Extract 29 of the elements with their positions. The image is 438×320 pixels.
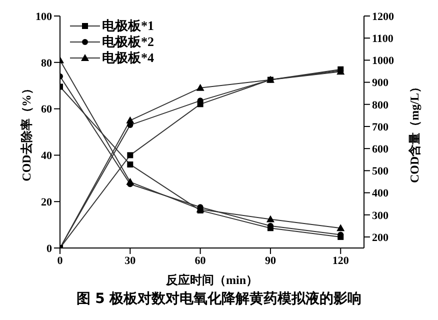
y2-tick-label: 500 [372, 166, 389, 178]
legend-label: 电极板*4 [102, 49, 154, 67]
y-tick-label: 20 [41, 196, 52, 209]
y2-tick-label: 900 [372, 77, 389, 90]
y2-axis-title: COD含量（mg/L） [407, 81, 422, 183]
y2-tick-label: 400 [372, 188, 389, 200]
x-tick-label: 90 [264, 254, 276, 267]
y-tick-label: 60 [41, 104, 52, 116]
y2-tick-label: 1000 [372, 55, 394, 68]
text: 图 5 极板对数对电氧化降解黄药模拟液的影响 [75, 290, 363, 308]
x-tick-label: 60 [194, 254, 206, 267]
x-tick-label: 30 [124, 254, 136, 267]
legend-label: 电极板*1 [102, 17, 154, 35]
y2-tick-label: 600 [372, 143, 389, 156]
y2-tick-label: 200 [372, 232, 389, 244]
y-tick-label: 100 [36, 10, 52, 23]
y-tick-label: 0 [46, 242, 52, 255]
y-tick-label: 80 [41, 57, 52, 70]
y2-tick-label: 700 [372, 121, 389, 134]
y2-tick-label: 1100 [372, 33, 394, 45]
y2-tick-label: 800 [372, 99, 389, 112]
x-tick-label: 0 [57, 254, 64, 267]
x-axis-title: 反应时间（min） [164, 273, 258, 287]
legend-label: 电极板*2 [102, 33, 154, 51]
x-tick-label: 120 [332, 254, 350, 267]
y2-tick-label: 1200 [372, 10, 394, 23]
y-axis-title: COD去除率（%） [19, 82, 34, 182]
y-tick-label: 40 [41, 150, 52, 162]
y2-tick-label: 300 [372, 210, 389, 222]
